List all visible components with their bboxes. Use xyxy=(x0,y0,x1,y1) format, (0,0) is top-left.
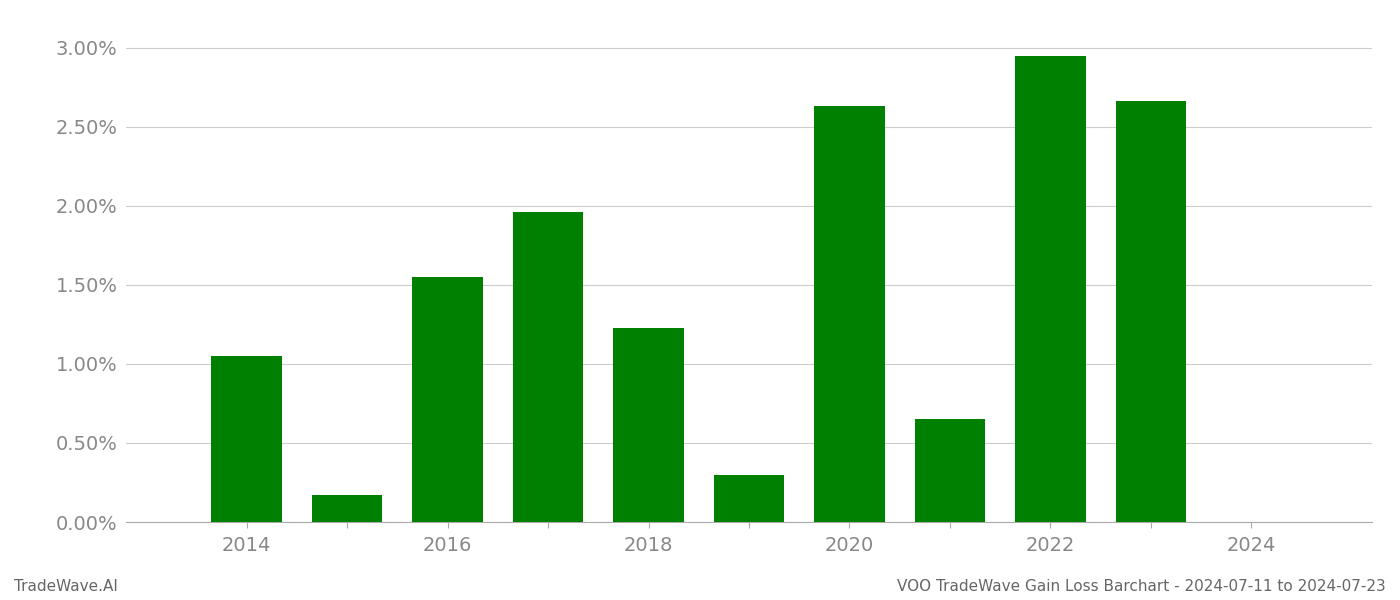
Bar xyxy=(815,106,885,522)
Bar xyxy=(211,356,281,522)
Bar xyxy=(613,328,683,522)
Bar xyxy=(512,212,584,522)
Bar xyxy=(914,419,986,522)
Text: VOO TradeWave Gain Loss Barchart - 2024-07-11 to 2024-07-23: VOO TradeWave Gain Loss Barchart - 2024-… xyxy=(897,579,1386,594)
Bar xyxy=(312,495,382,522)
Bar xyxy=(1116,101,1186,522)
Bar xyxy=(714,475,784,522)
Bar xyxy=(1015,56,1085,522)
Text: TradeWave.AI: TradeWave.AI xyxy=(14,579,118,594)
Bar xyxy=(413,277,483,522)
